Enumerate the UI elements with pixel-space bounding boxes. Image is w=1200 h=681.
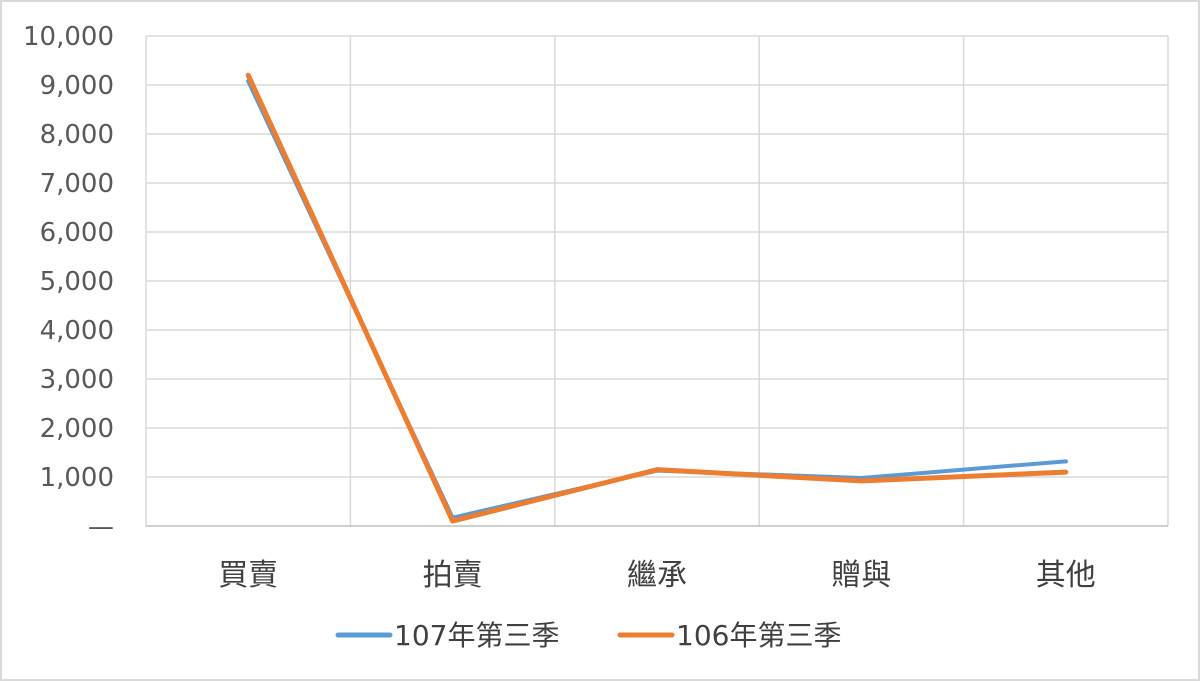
data-point [1063, 470, 1068, 475]
y-tick-label: 5,000 [40, 267, 114, 297]
y-tick-label: 4,000 [40, 316, 114, 346]
y-tick-label: 6,000 [40, 218, 114, 248]
axes: — 1,000 2,000 3,000 4,000 5,000 6,000 7,000 8,00… [23, 22, 1168, 593]
data-point [450, 519, 455, 524]
data-point [655, 467, 659, 472]
y-tick-label: 3,000 [40, 365, 114, 395]
x-tick-label: 拍賣 [423, 558, 483, 593]
y-tick-label: 8,000 [40, 120, 114, 150]
series-lines [245, 72, 1069, 524]
gridlines [145, 35, 1169, 526]
legend-label: 107年第三季 [394, 619, 559, 652]
series-line [246, 79, 1068, 520]
legend: 107年第三季 106年第三季 [335, 619, 841, 652]
y-tick-label: 9,000 [40, 71, 114, 101]
y-tick-label: 2,000 [40, 414, 114, 444]
y-tick-label: 7,000 [40, 169, 114, 199]
data-point [859, 478, 864, 483]
series-line [245, 72, 1069, 524]
x-tick-label: 買賣 [218, 558, 278, 593]
data-point [246, 73, 251, 78]
x-tick-label: 繼承 [627, 558, 687, 593]
x-tick-label: 其他 [1036, 558, 1096, 593]
y-tick-label: 1,000 [40, 463, 114, 493]
legend-label: 106年第三季 [676, 619, 841, 652]
x-tick-label: 贈與 [831, 558, 891, 593]
y-tick-label: — [88, 512, 114, 542]
y-tick-label: 10,000 [23, 22, 114, 52]
data-point [1063, 459, 1068, 464]
